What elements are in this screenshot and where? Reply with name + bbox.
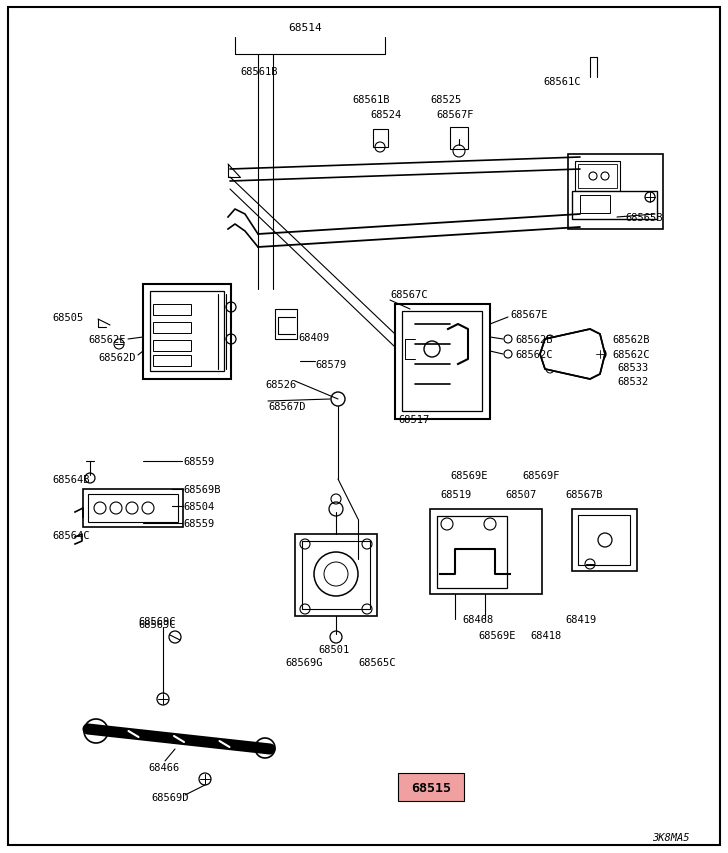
Text: 68569F: 68569F — [522, 471, 560, 480]
Text: 68567D: 68567D — [268, 402, 306, 411]
Bar — [153, 340, 191, 351]
Text: 68409: 68409 — [298, 333, 329, 343]
Bar — [578, 515, 630, 566]
Polygon shape — [540, 329, 605, 380]
Text: 68564C: 68564C — [52, 531, 90, 540]
Bar — [143, 285, 231, 380]
Text: 68569E: 68569E — [478, 630, 515, 641]
Text: 68504: 68504 — [183, 502, 214, 512]
Bar — [88, 495, 178, 522]
Text: 68562D: 68562D — [98, 352, 135, 363]
Text: 68468: 68468 — [462, 614, 494, 624]
Text: 68519: 68519 — [440, 490, 471, 499]
Text: 68517: 68517 — [398, 415, 430, 425]
Text: 68562E: 68562E — [88, 334, 125, 345]
Text: 68562B: 68562B — [612, 334, 649, 345]
Bar — [302, 542, 370, 609]
Text: 68567B: 68567B — [565, 490, 603, 499]
Text: 68569E: 68569E — [450, 471, 488, 480]
Bar — [430, 509, 542, 595]
Bar — [295, 534, 377, 616]
Text: 68565C: 68565C — [358, 657, 395, 667]
Bar — [83, 490, 183, 527]
Bar — [580, 196, 610, 214]
Text: 68515: 68515 — [411, 780, 451, 794]
Text: 68507: 68507 — [505, 490, 537, 499]
Bar — [153, 322, 191, 334]
Text: 68562C: 68562C — [612, 350, 649, 360]
Text: 68505: 68505 — [52, 313, 83, 322]
Bar — [402, 311, 482, 411]
Text: 68569B: 68569B — [183, 485, 221, 495]
Text: 68567C: 68567C — [390, 290, 427, 299]
Bar — [275, 310, 297, 339]
Text: 68569D: 68569D — [151, 792, 189, 802]
Text: 68559: 68559 — [183, 456, 214, 467]
Text: 68524: 68524 — [370, 110, 401, 120]
Bar — [450, 128, 468, 150]
Bar — [572, 509, 637, 572]
Bar — [153, 356, 191, 367]
Text: 68533: 68533 — [617, 363, 648, 373]
Text: 68569C: 68569C — [138, 616, 175, 626]
Text: 68501: 68501 — [318, 644, 349, 654]
Text: 68532: 68532 — [617, 376, 648, 386]
Bar — [575, 162, 620, 192]
Text: 68569C: 68569C — [138, 619, 175, 630]
Bar — [572, 192, 657, 220]
Bar — [153, 305, 191, 316]
Text: 68564B: 68564B — [52, 474, 90, 485]
Text: 68565B: 68565B — [625, 212, 662, 223]
Text: 68561B: 68561B — [352, 95, 389, 105]
Text: 68466: 68466 — [148, 762, 179, 772]
Bar — [568, 154, 663, 229]
Text: 68561C: 68561C — [543, 77, 580, 87]
Text: 68579: 68579 — [315, 360, 347, 369]
Text: 68561B: 68561B — [240, 67, 277, 77]
Text: 68569G: 68569G — [285, 657, 323, 667]
Bar — [578, 165, 617, 189]
Text: 68562B: 68562B — [515, 334, 553, 345]
Text: 68562C: 68562C — [515, 350, 553, 360]
Text: 3K8MA5: 3K8MA5 — [652, 832, 690, 842]
Bar — [437, 516, 507, 589]
Bar — [373, 130, 388, 148]
Text: 68567F: 68567F — [436, 110, 473, 120]
Text: 68419: 68419 — [565, 614, 596, 624]
Text: 68514: 68514 — [288, 23, 322, 33]
Bar — [395, 305, 490, 420]
FancyBboxPatch shape — [398, 774, 464, 801]
Bar — [150, 292, 224, 372]
Text: 68567E: 68567E — [510, 310, 547, 320]
Text: 68559: 68559 — [183, 519, 214, 528]
Text: 68525: 68525 — [430, 95, 462, 105]
Text: 68418: 68418 — [530, 630, 561, 641]
Text: 68526: 68526 — [265, 380, 296, 390]
